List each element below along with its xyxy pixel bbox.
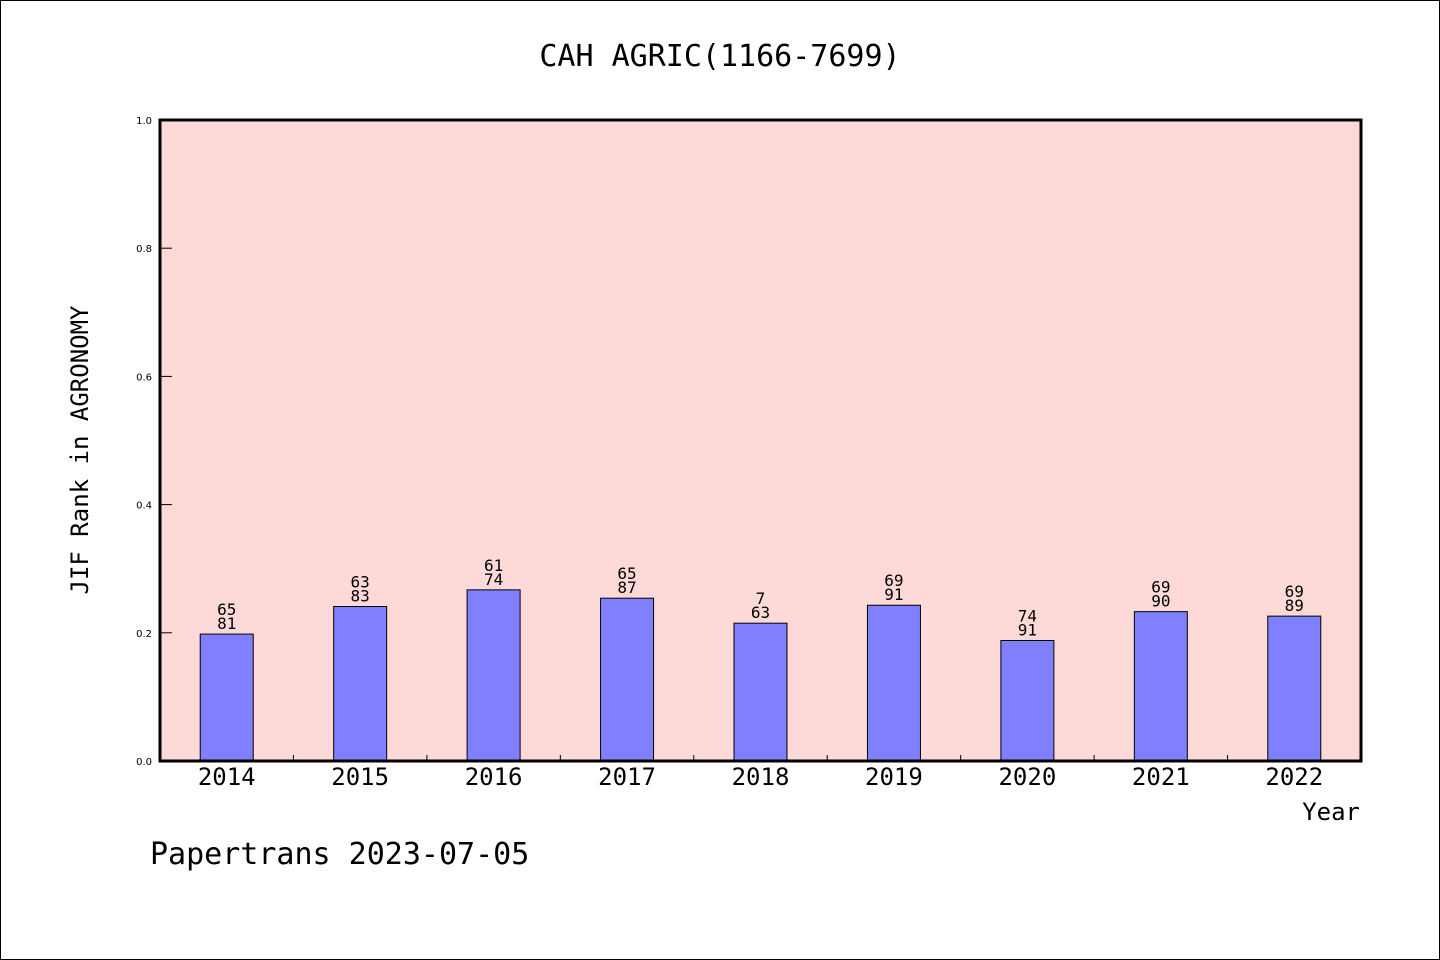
bar-2017: [600, 597, 655, 762]
bar-rank-label: 65: [617, 564, 636, 583]
x-tick-label: 2014: [198, 763, 256, 791]
bar-rank-label: 63: [351, 573, 370, 592]
y-axis-label: JIF Rank in AGRONOMY: [66, 305, 94, 595]
x-tick-label: 2016: [465, 763, 523, 791]
bar-2015: [333, 606, 388, 762]
x-tick-label: 2017: [598, 763, 656, 791]
x-axis-label: Year: [1302, 798, 1360, 826]
x-tick-label: 2015: [331, 763, 389, 791]
bar-2016: [466, 589, 521, 762]
bar-total-label: 81: [217, 614, 236, 633]
bar-total-label: 91: [884, 585, 903, 604]
bar-total-label: 89: [1285, 596, 1304, 615]
x-tick-label: 2020: [998, 763, 1056, 791]
y-tick-label: 1.0: [136, 116, 152, 127]
bar-2019: [866, 604, 921, 762]
bar-2020: [1000, 639, 1055, 762]
y-tick-label: 0.6: [136, 372, 152, 383]
x-axis: 2014 2015 2016 2017 2018 2019 2020 2021 2022: [198, 755, 1323, 791]
footer-text: Papertrans 2023-07-05: [150, 837, 529, 872]
x-tick-label: 2021: [1132, 763, 1190, 791]
x-tick-label: 2019: [865, 763, 923, 791]
bar-total-label: 90: [1151, 592, 1170, 611]
bar-total-label: 63: [751, 603, 770, 622]
x-tick-label: 2022: [1265, 763, 1323, 791]
y-tick-label: 0.4: [136, 501, 152, 512]
y-tick-label: 0.2: [136, 629, 152, 640]
bar-total-label: 74: [484, 570, 503, 589]
y-tick-label: 0.0: [136, 757, 152, 768]
bar-2018: [733, 622, 788, 762]
bar-rank-label: 69: [884, 571, 903, 590]
x-tick-label: 2018: [732, 763, 790, 791]
bar-rank-label: 65: [217, 600, 236, 619]
bar-rank-label: 69: [1285, 582, 1304, 601]
bar-rank-label: 74: [1018, 606, 1037, 625]
bar-total-label: 87: [617, 578, 636, 597]
bar-total-label: 91: [1018, 620, 1037, 639]
bar-rank-label: 69: [1151, 578, 1170, 597]
bar-2014: [199, 633, 254, 762]
y-axis: 0.0 0.2 0.4 0.6 0.8 1.0: [136, 116, 172, 768]
bar-rank-label: 7: [756, 589, 766, 608]
bar-2022: [1267, 615, 1322, 762]
bar-rank-label: 61: [484, 556, 503, 575]
y-tick-label: 0.8: [136, 244, 152, 255]
bar-2021: [1133, 611, 1188, 762]
chart-title: CAH AGRIC(1166-7699): [539, 39, 900, 74]
plot-frame: [158, 118, 1363, 763]
bar-total-label: 83: [351, 587, 370, 606]
